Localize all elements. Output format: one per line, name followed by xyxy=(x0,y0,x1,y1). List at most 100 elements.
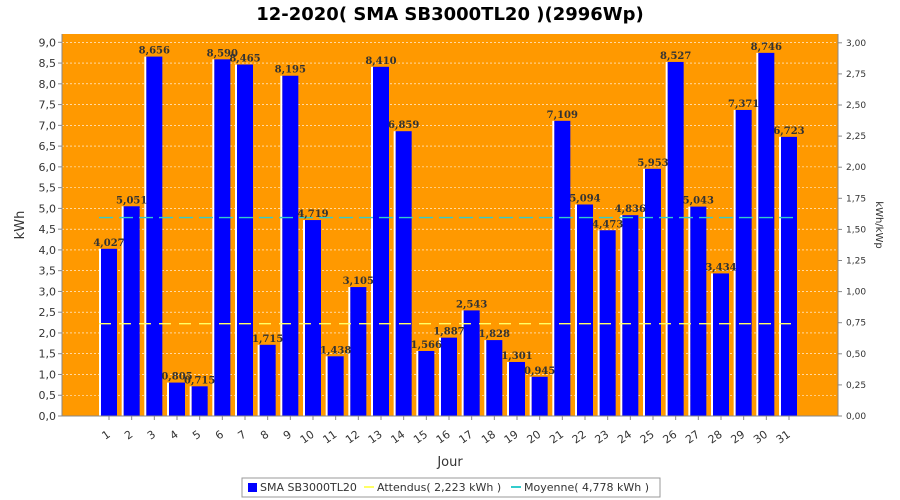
legend: SMA SB3000TL20 Attendus( 2,223 kWh ) Moy… xyxy=(241,477,661,498)
bar-highlight xyxy=(393,131,396,416)
y-tick-label: 7,5 xyxy=(39,99,57,112)
bar-highlight xyxy=(507,361,509,416)
bar-highlight xyxy=(461,310,464,416)
x-tick-label: 17 xyxy=(456,428,475,447)
x-tick-label: 3 xyxy=(145,428,158,443)
x-tick-label: 27 xyxy=(683,428,702,447)
data-label: 0,715 xyxy=(184,375,215,386)
bar xyxy=(735,109,752,416)
bar-highlight xyxy=(688,206,691,416)
x-tick-label: 25 xyxy=(638,428,657,447)
data-label: 4,719 xyxy=(297,209,328,220)
data-label: 2,543 xyxy=(456,299,487,310)
y-tick-label: 5,5 xyxy=(39,182,57,195)
x-tick-label: 12 xyxy=(343,428,362,447)
bar-highlight xyxy=(280,75,283,417)
x-tick-label: 30 xyxy=(751,428,770,447)
data-label: 0,945 xyxy=(524,366,555,377)
y-axis-right-ticks: 0,00 0,25 0,50 0,75 1,00 1,25 1,50 1,75 2,00 2,25… xyxy=(838,39,866,422)
x-tick-label: 29 xyxy=(728,428,747,447)
x-tick-label: 23 xyxy=(592,428,611,447)
bar xyxy=(577,204,593,416)
bar xyxy=(350,287,367,416)
data-label: 5,953 xyxy=(637,158,668,169)
x-tick-label: 21 xyxy=(547,428,566,447)
bar-highlight xyxy=(189,386,192,416)
y-axis-label: kWh xyxy=(13,211,28,240)
legend-entry-moyenne: Moyenne( 4,778 kWh ) xyxy=(524,481,649,494)
bar xyxy=(191,386,208,416)
bar xyxy=(531,376,548,416)
bar-highlight xyxy=(529,376,532,416)
bar-highlight xyxy=(235,64,237,416)
x-tick-label: 9 xyxy=(281,428,294,443)
y-axis-right-label: kWh/kWp xyxy=(873,201,884,248)
legend-box xyxy=(241,477,661,498)
y-right-tick-label: 0,75 xyxy=(846,319,866,329)
x-tick-label: 11 xyxy=(320,428,339,447)
x-tick-label: 8 xyxy=(258,428,271,443)
legend-swatch-bars xyxy=(248,483,257,492)
bar-highlight xyxy=(371,66,373,416)
bar xyxy=(395,131,412,416)
bar-highlight xyxy=(665,61,668,417)
bar-highlight xyxy=(212,59,215,417)
bar xyxy=(781,136,797,416)
x-tick-label: 7 xyxy=(236,428,249,443)
y-tick-label: 3,5 xyxy=(39,265,57,278)
bar xyxy=(327,356,344,416)
y-tick-label: 0,5 xyxy=(39,389,57,402)
y-right-tick-label: 2,00 xyxy=(846,163,866,173)
x-tick-label: 2 xyxy=(122,428,135,443)
x-tick-label: 22 xyxy=(570,428,589,447)
bar-highlight xyxy=(779,136,781,416)
bar-highlight xyxy=(575,204,577,416)
bar-highlight xyxy=(325,356,328,416)
bar-highlight xyxy=(711,273,713,416)
grid-lines xyxy=(62,42,838,396)
bar xyxy=(146,56,163,416)
y-right-tick-label: 2,25 xyxy=(846,132,866,142)
bar-highlight xyxy=(756,52,759,417)
y-right-tick-label: 1,25 xyxy=(846,256,866,266)
x-axis-ticks: 1 2 3 4 5 6 7 8 9 10 11 12 13 14 15 16 17 18 19 20 21 22 23 24 2… xyxy=(100,416,793,446)
bar-highlight xyxy=(121,206,124,416)
y-tick-label: 4,0 xyxy=(39,244,57,257)
bar xyxy=(123,206,140,416)
x-tick-label: 10 xyxy=(298,428,317,447)
bar-highlight xyxy=(597,230,600,416)
bar xyxy=(101,248,117,416)
data-label: 8,746 xyxy=(751,42,782,53)
y-tick-label: 7,0 xyxy=(39,119,57,132)
y-tick-label: 6,0 xyxy=(39,161,57,174)
bar-highlight xyxy=(99,248,101,416)
y-tick-label: 8,5 xyxy=(39,57,57,70)
y-right-tick-label: 1,00 xyxy=(846,288,866,298)
bar xyxy=(463,310,480,416)
bar xyxy=(713,273,729,416)
x-tick-label: 16 xyxy=(434,428,453,447)
y-tick-label: 6,5 xyxy=(39,140,57,153)
y-right-tick-label: 3,00 xyxy=(846,39,866,49)
data-label: 1,566 xyxy=(411,340,442,351)
data-label: 5,051 xyxy=(116,195,147,206)
x-tick-label: 20 xyxy=(524,428,543,447)
y-tick-label: 2,5 xyxy=(39,306,57,319)
y-tick-label: 5,0 xyxy=(39,202,57,215)
y-tick-label: 2,0 xyxy=(39,327,57,340)
bar xyxy=(259,344,276,416)
y-right-tick-label: 2,50 xyxy=(846,101,866,111)
bar-highlight xyxy=(303,220,305,416)
bar-highlight xyxy=(167,382,169,416)
bar xyxy=(554,120,571,416)
data-label: 8,195 xyxy=(275,65,306,76)
data-label: 6,723 xyxy=(773,126,804,137)
y-right-tick-label: 1,75 xyxy=(846,194,866,204)
data-label: 8,590 xyxy=(207,48,238,59)
bar xyxy=(622,215,639,416)
y-tick-label: 8,0 xyxy=(39,78,57,91)
bar xyxy=(169,382,185,416)
bar xyxy=(418,350,435,416)
data-label: 5,094 xyxy=(569,193,600,204)
